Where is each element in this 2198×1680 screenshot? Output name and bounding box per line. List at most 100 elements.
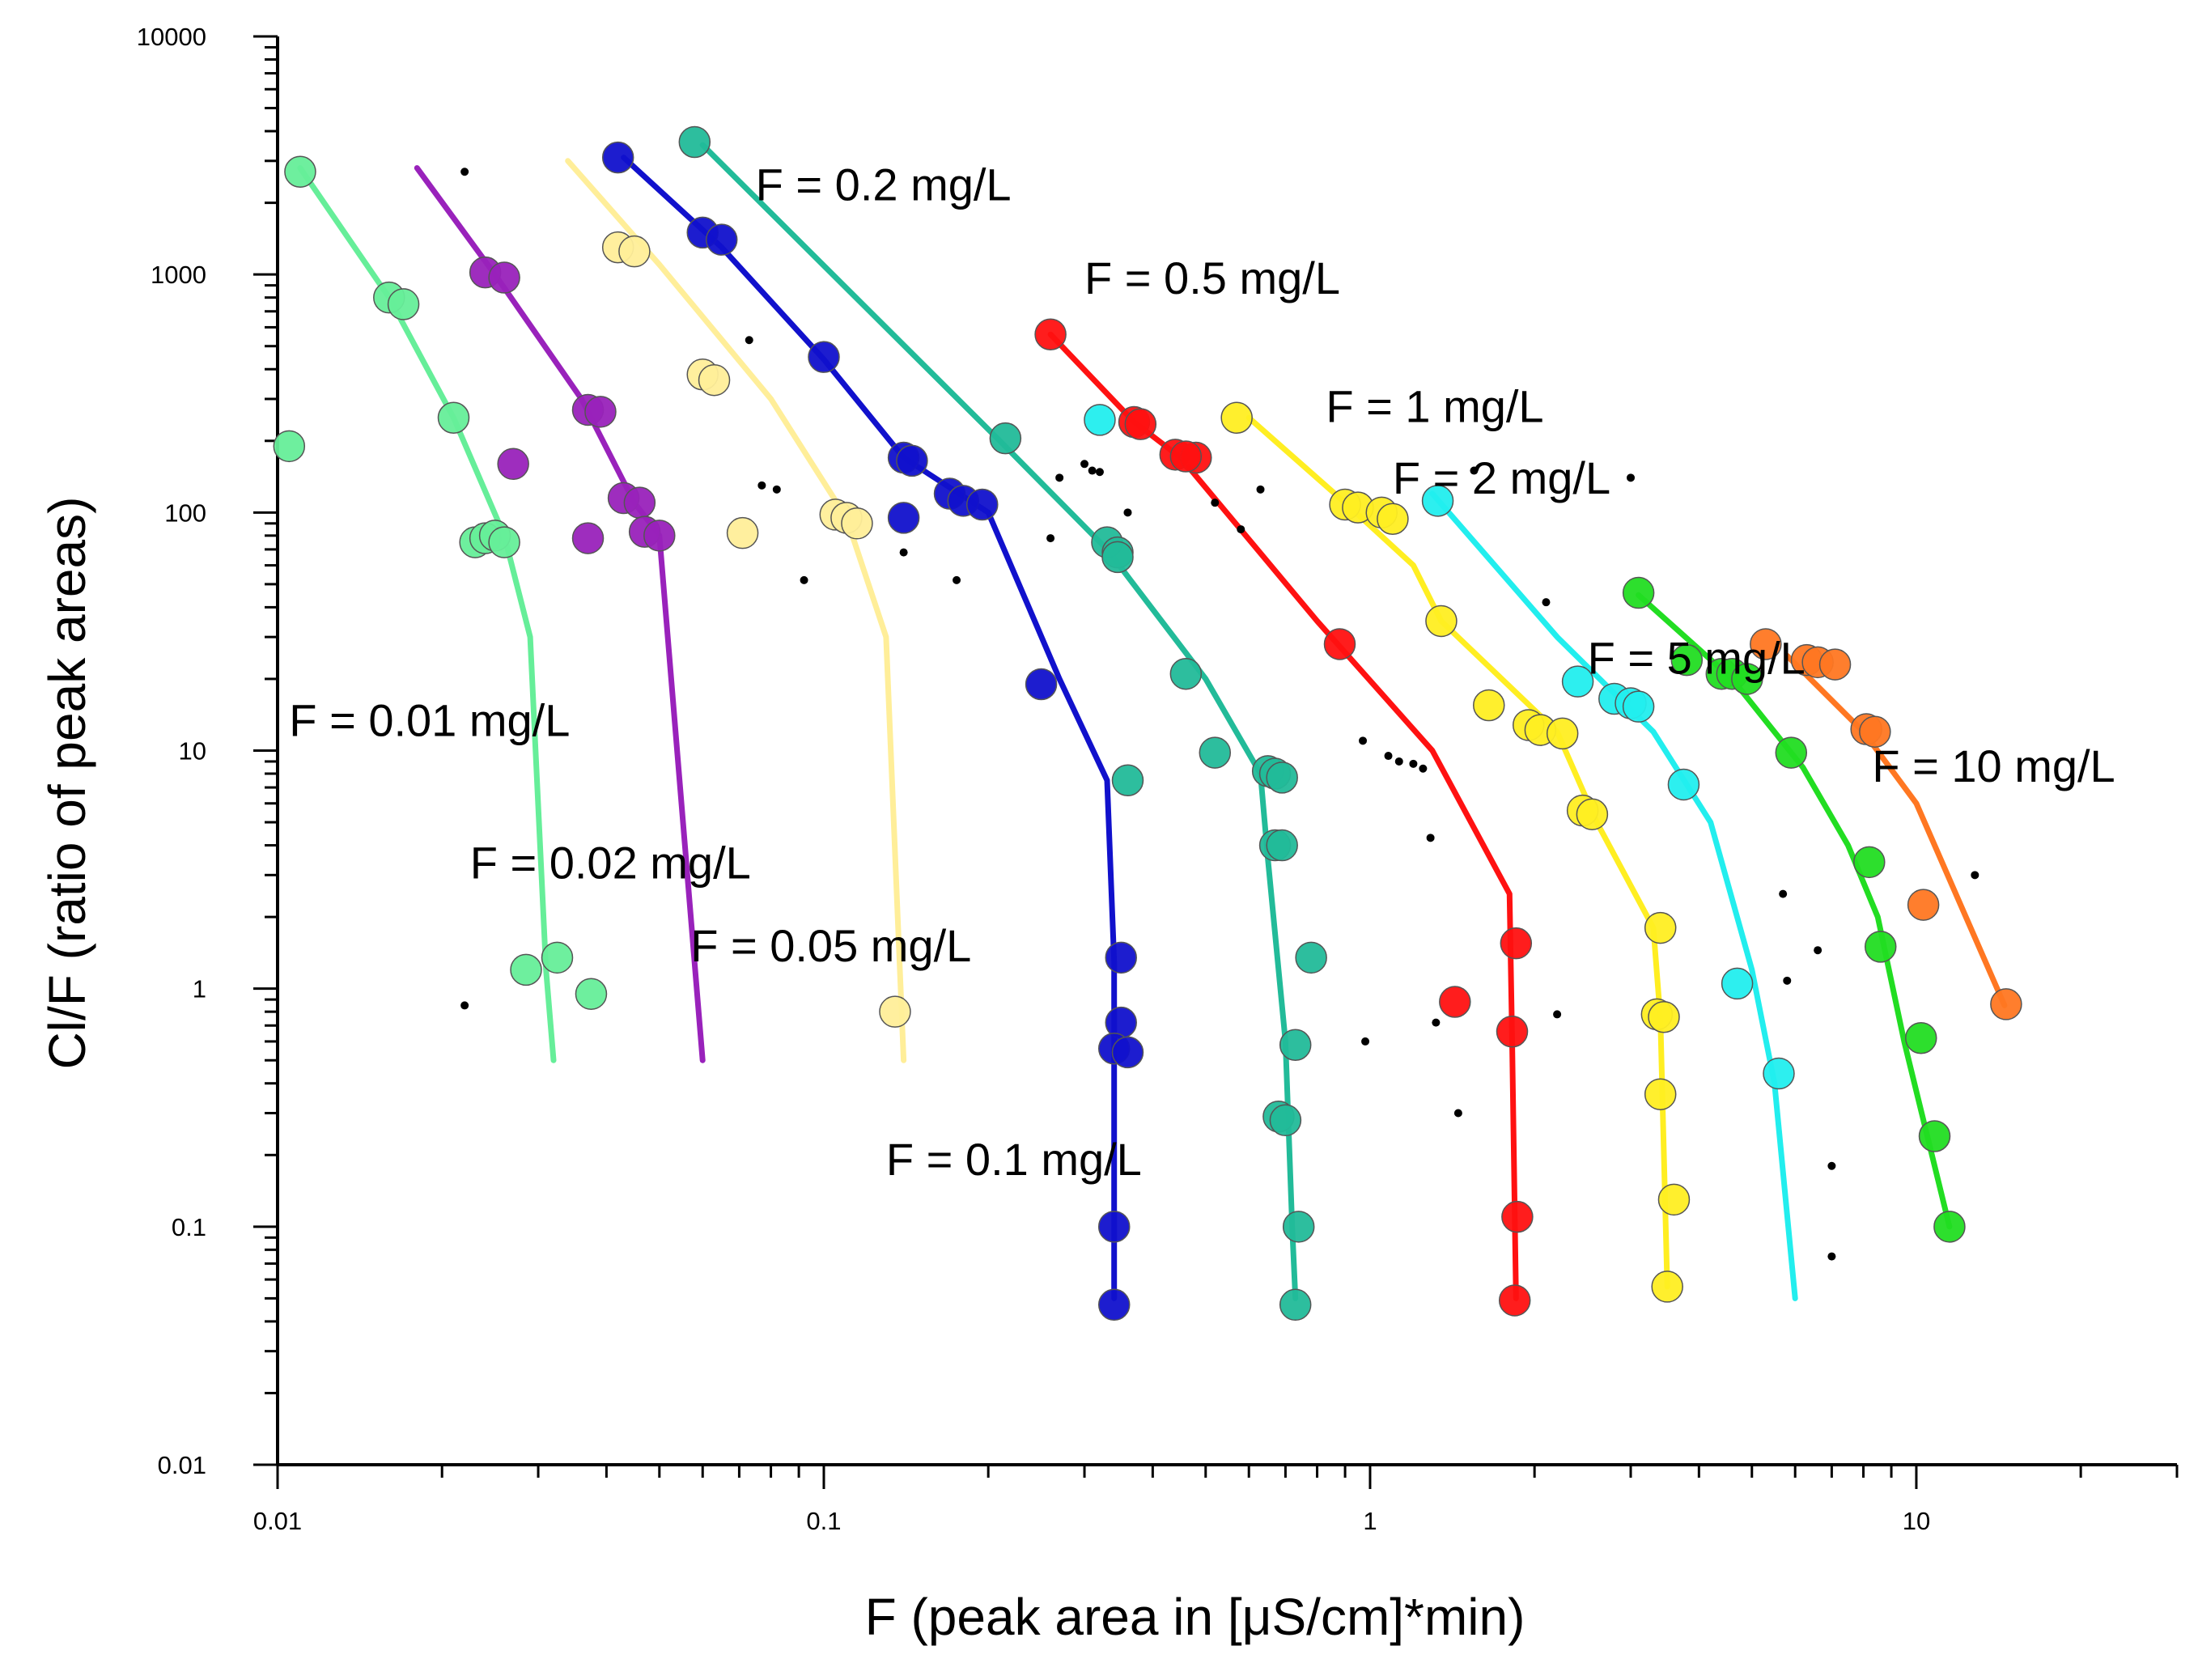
data-point bbox=[1295, 941, 1327, 974]
series-line bbox=[1784, 652, 2008, 1008]
small-dot bbox=[1394, 757, 1403, 766]
small-dot bbox=[1361, 1037, 1370, 1046]
data-point bbox=[643, 520, 676, 552]
small-dot bbox=[460, 168, 469, 176]
data-point bbox=[1282, 1211, 1315, 1243]
data-point bbox=[510, 953, 542, 986]
data-point bbox=[841, 507, 873, 540]
x-tick-label: 10 bbox=[1903, 1507, 1930, 1535]
series-label: F = 2 mg/L bbox=[1393, 452, 1610, 503]
small-dot bbox=[1453, 1109, 1462, 1118]
series-label: F = 1 mg/L bbox=[1326, 380, 1543, 431]
data-point bbox=[1670, 643, 1704, 677]
small-dot bbox=[1088, 466, 1097, 475]
small-dot bbox=[953, 575, 961, 584]
small-dot bbox=[1814, 946, 1822, 955]
data-point bbox=[1775, 736, 1808, 769]
data-point bbox=[678, 125, 711, 159]
data-point bbox=[541, 941, 574, 974]
data-point bbox=[1546, 717, 1579, 750]
small-dot bbox=[899, 548, 908, 557]
data-point bbox=[1818, 648, 1852, 681]
x-tick-label: 0.01 bbox=[253, 1507, 302, 1535]
small-dot bbox=[1419, 764, 1428, 773]
data-point bbox=[1907, 889, 1940, 921]
data-point bbox=[284, 155, 316, 189]
small-dot bbox=[1779, 889, 1788, 898]
series-label: F = 0.02 mg/L bbox=[470, 838, 751, 889]
data-point bbox=[584, 396, 617, 428]
small-dot bbox=[745, 336, 753, 345]
data-point bbox=[1266, 762, 1298, 794]
data-point bbox=[1199, 736, 1232, 769]
small-dots bbox=[460, 168, 1979, 1261]
small-dot bbox=[772, 485, 781, 494]
data-point bbox=[887, 502, 920, 534]
data-point bbox=[1648, 1000, 1680, 1033]
data-point bbox=[1859, 715, 1891, 748]
small-dot bbox=[1409, 759, 1418, 768]
small-dot bbox=[1432, 1018, 1441, 1027]
data-point bbox=[1763, 1057, 1795, 1090]
data-point bbox=[273, 430, 306, 463]
data-point bbox=[1933, 1211, 1966, 1243]
small-dot bbox=[1095, 468, 1104, 477]
data-point bbox=[1644, 1078, 1677, 1110]
data-point bbox=[1377, 503, 1409, 535]
data-point bbox=[623, 486, 656, 519]
small-dot bbox=[1627, 473, 1636, 482]
data-point bbox=[497, 448, 529, 481]
small-dot bbox=[1384, 752, 1393, 761]
y-tick-label: 1 bbox=[193, 975, 206, 1003]
data-point bbox=[1111, 1036, 1144, 1069]
data-point bbox=[571, 522, 605, 554]
data-point bbox=[1918, 1120, 1951, 1152]
data-point bbox=[1721, 967, 1754, 1000]
y-tick-label: 1000 bbox=[151, 261, 206, 289]
data-point bbox=[387, 288, 420, 320]
series-label: F = 5 mg/L bbox=[1588, 633, 1806, 684]
data-point bbox=[1498, 1284, 1531, 1317]
data-point bbox=[1323, 628, 1356, 660]
small-dot bbox=[1553, 1010, 1562, 1019]
data-point bbox=[1622, 576, 1655, 609]
data-point bbox=[1667, 768, 1700, 801]
data-point bbox=[1269, 1104, 1302, 1137]
series-line bbox=[414, 165, 706, 1063]
data-point bbox=[1853, 846, 1886, 879]
series-label: F = 0.1 mg/L bbox=[886, 1134, 1142, 1185]
data-point bbox=[1279, 1029, 1312, 1062]
small-dot bbox=[460, 1001, 469, 1010]
data-point bbox=[1657, 1183, 1691, 1216]
small-dot bbox=[1359, 736, 1368, 745]
small-dot bbox=[1046, 534, 1055, 543]
data-point bbox=[1266, 829, 1298, 862]
data-point bbox=[1501, 1200, 1534, 1233]
series-line bbox=[1636, 592, 1953, 1230]
data-point bbox=[488, 526, 520, 558]
small-dot bbox=[1783, 976, 1792, 985]
data-point bbox=[1169, 657, 1203, 690]
series-label: F = 0.5 mg/L bbox=[1084, 252, 1340, 303]
small-dot bbox=[1080, 460, 1089, 469]
small-dot bbox=[1470, 466, 1479, 475]
data-point bbox=[1576, 798, 1609, 830]
data-point bbox=[488, 261, 520, 294]
small-dot bbox=[1211, 498, 1220, 507]
data-point bbox=[1425, 605, 1458, 638]
data-point bbox=[1496, 1016, 1529, 1048]
data-point bbox=[1651, 1271, 1683, 1303]
data-point bbox=[601, 141, 634, 174]
data-point bbox=[1905, 1021, 1937, 1054]
y-axis-title: Cl/F (ratio of peak areas) bbox=[38, 497, 96, 1070]
data-point bbox=[1105, 941, 1137, 974]
small-dot bbox=[1237, 525, 1245, 534]
data-point bbox=[1731, 663, 1763, 695]
small-dot bbox=[1827, 1161, 1836, 1170]
data-point bbox=[698, 363, 731, 397]
series-label: F = 0.05 mg/L bbox=[690, 920, 971, 971]
data-point bbox=[726, 516, 759, 549]
series-labels: F = 0.01 mg/L F = 0.02 mg/L F = 0.05 mg/L F… bbox=[289, 159, 2115, 1184]
y-tick-label: 100 bbox=[164, 498, 206, 527]
